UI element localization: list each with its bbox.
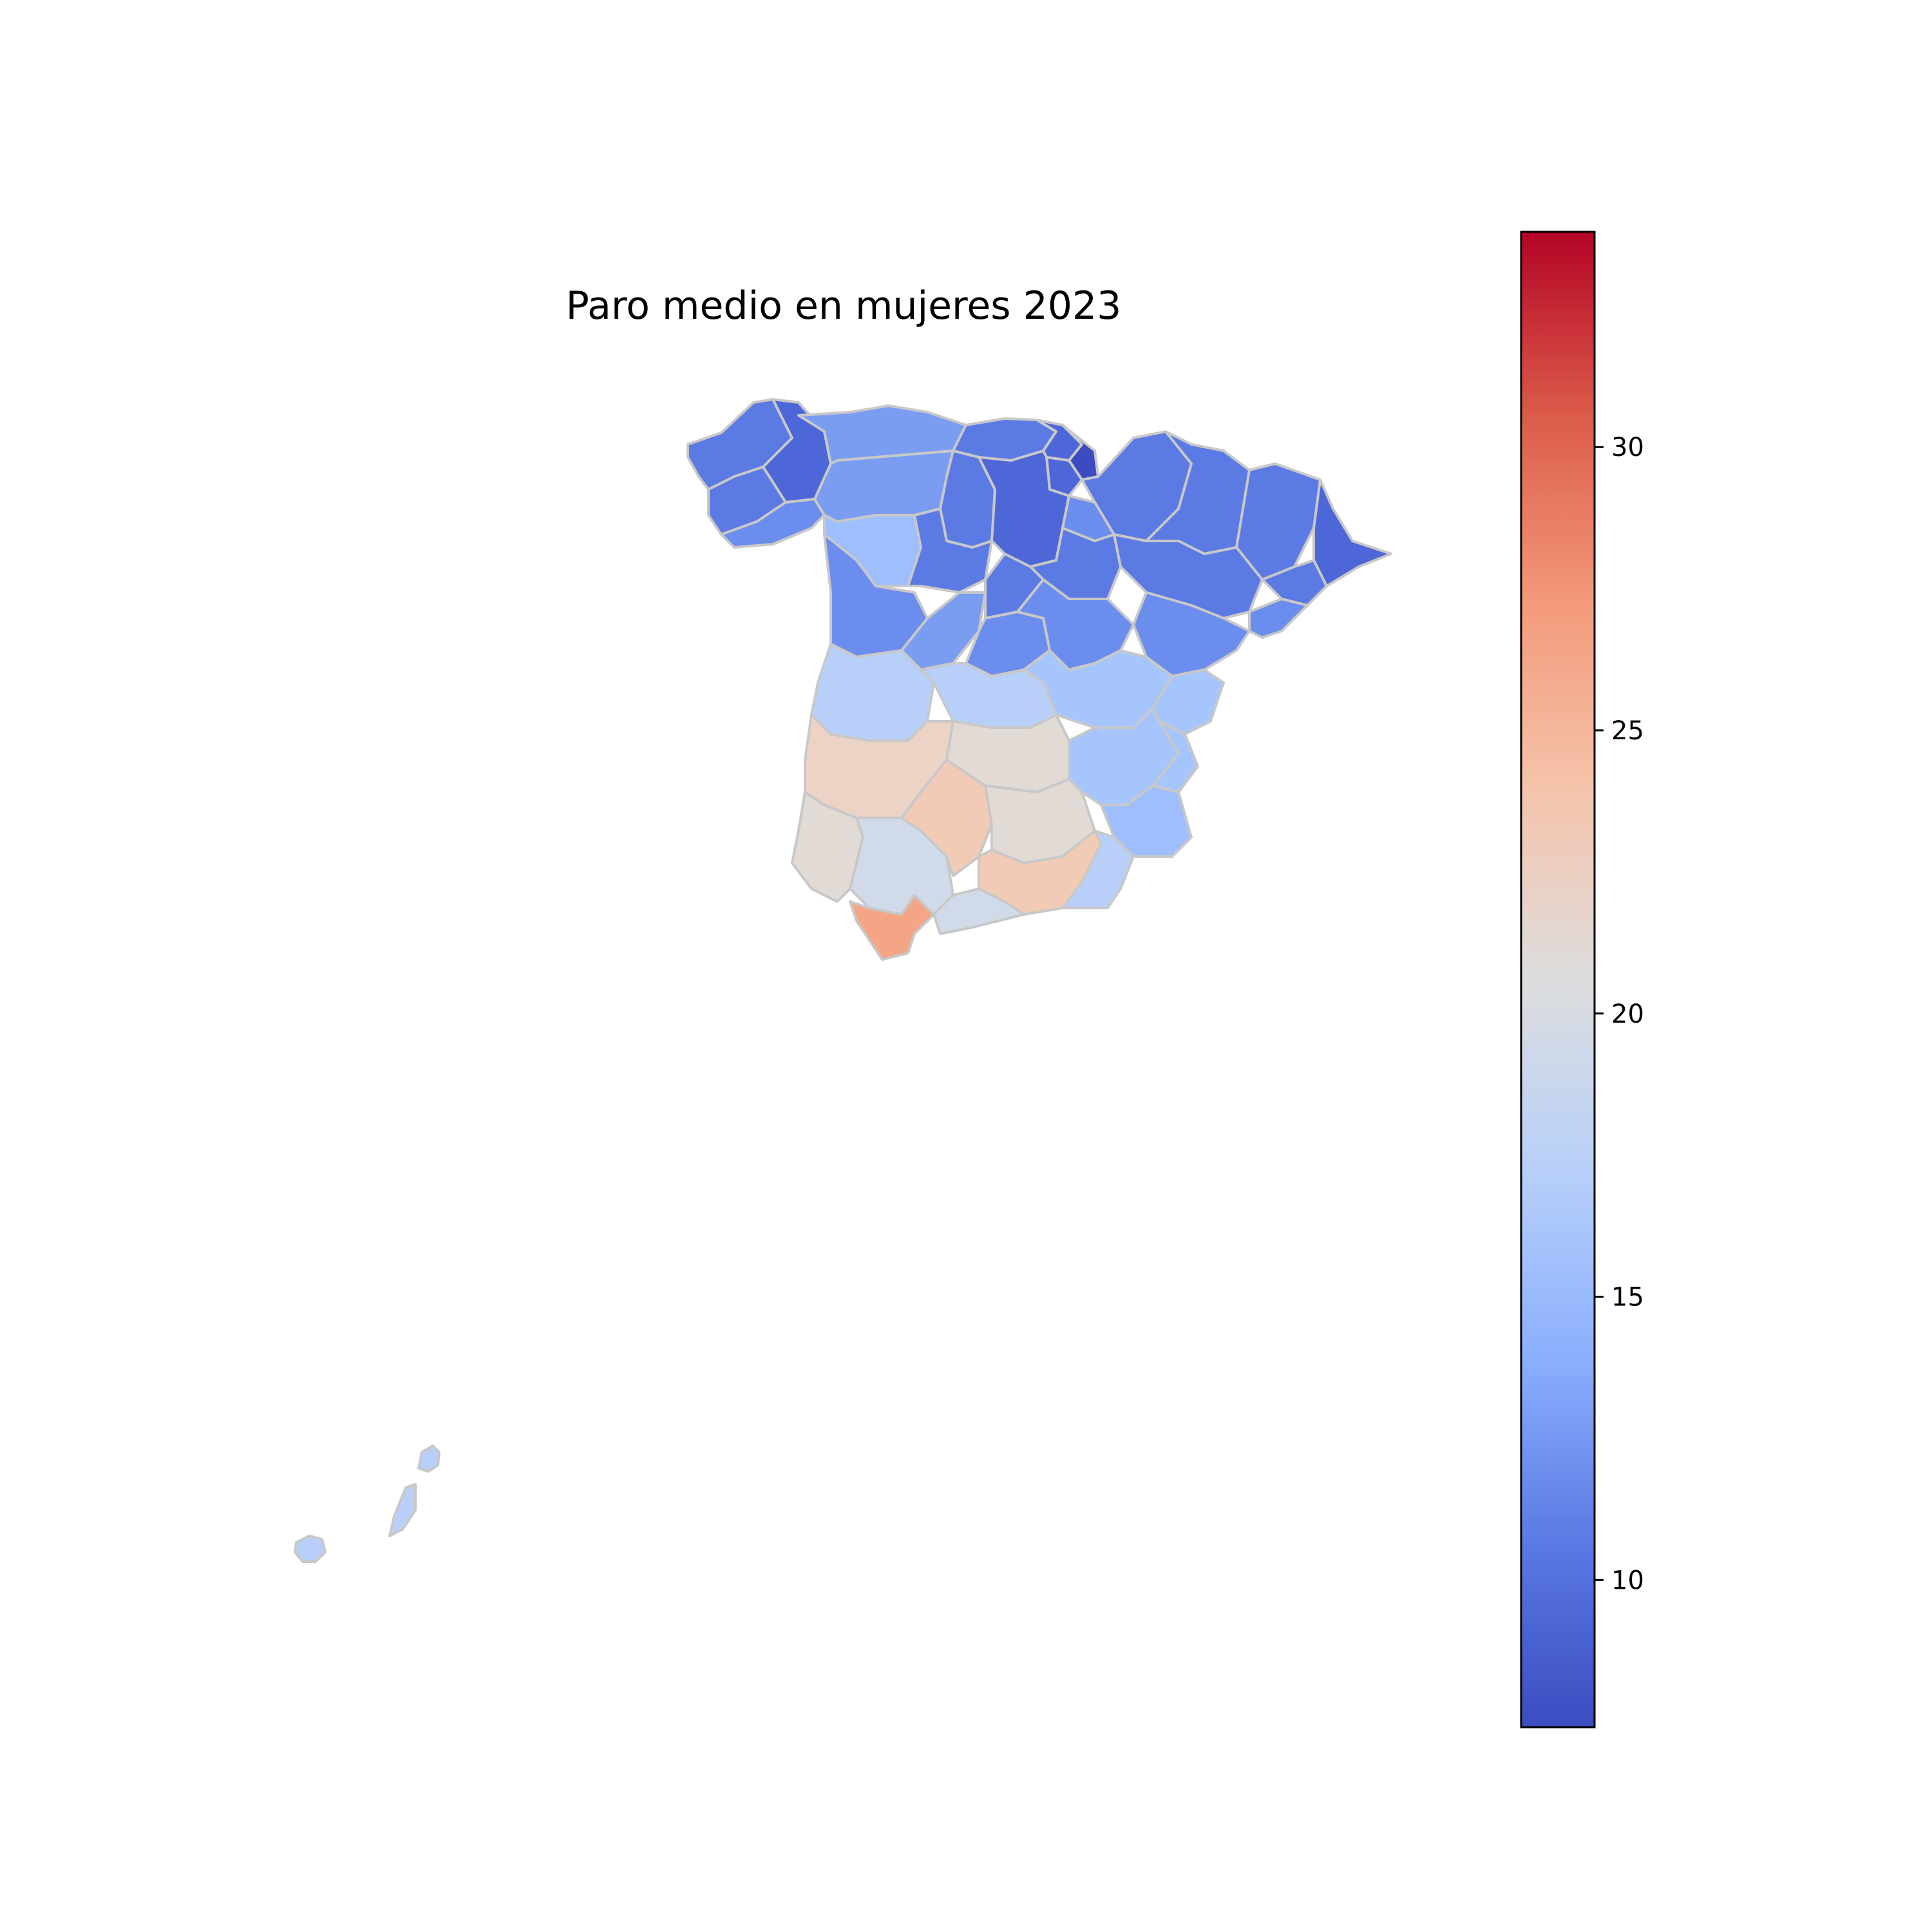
province-huelva xyxy=(791,791,864,903)
colorbar-gradient xyxy=(1520,231,1596,1728)
colorbar-tick-label: 10 xyxy=(1611,1566,1644,1595)
colorbar: 10 15 20 25 30 xyxy=(1520,231,1644,1728)
colorbar-tick-label: 30 xyxy=(1611,433,1644,462)
colorbar-ticks: 10 15 20 25 30 xyxy=(1595,433,1644,1595)
province-tarragona xyxy=(1248,598,1309,639)
colorbar-tick-label: 15 xyxy=(1611,1283,1644,1312)
peninsula-provinces xyxy=(687,398,1392,961)
province-cadiz xyxy=(849,894,935,961)
province-almeria xyxy=(1061,829,1135,909)
island-fuerteventura xyxy=(388,1483,417,1537)
province-zaragoza xyxy=(1113,533,1264,620)
map-title: Paro medio en mujeres 2023 xyxy=(565,283,1122,328)
province-girona xyxy=(1312,478,1392,587)
canary-islands xyxy=(294,1444,440,1563)
province-malaga xyxy=(933,887,1025,935)
island-lanzarote xyxy=(417,1444,440,1473)
colorbar-tick-label: 25 xyxy=(1611,716,1644,746)
province-teruel xyxy=(1132,591,1251,677)
province-cordoba xyxy=(900,759,993,877)
colorbar-tick-label: 20 xyxy=(1611,999,1644,1029)
island-gran-canaria xyxy=(294,1535,327,1563)
